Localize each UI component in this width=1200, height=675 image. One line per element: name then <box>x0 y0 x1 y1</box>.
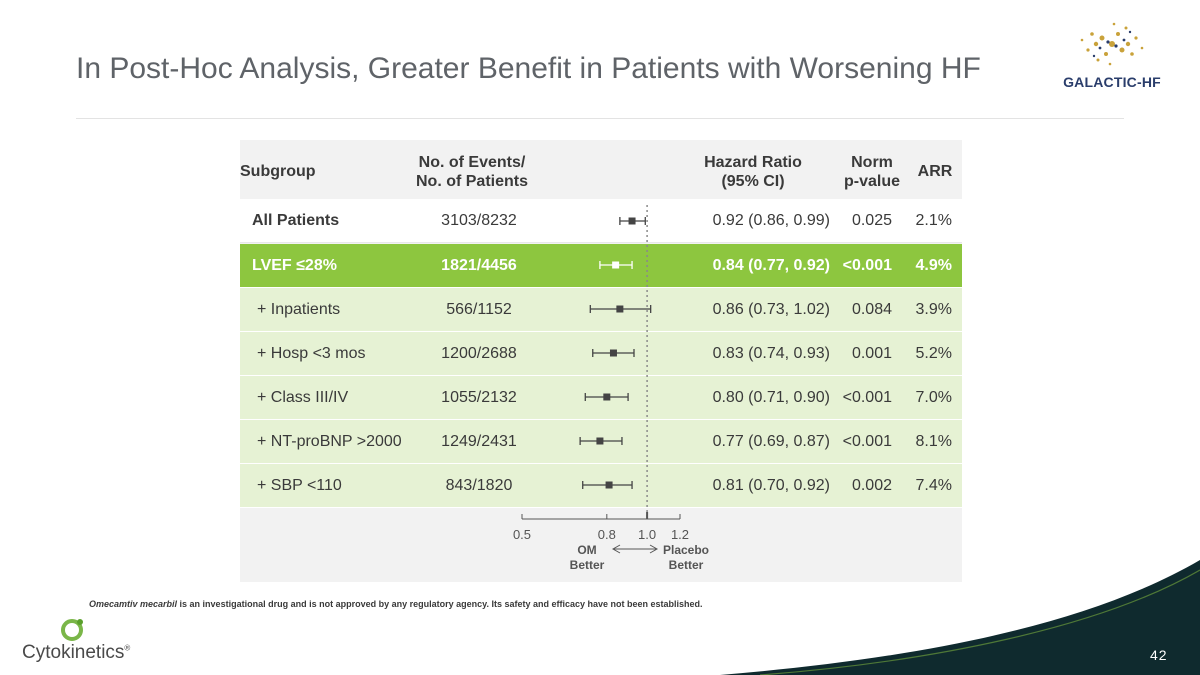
cytokinetics-wordmark: Cytokinetics® <box>22 642 130 664</box>
table-row: + Class III/IV 1055/2132 0.80 (0.71, 0.9… <box>240 376 962 420</box>
header-events: No. of Events/ No. of Patients <box>400 153 544 191</box>
row-subgroup: All Patients <box>252 212 340 229</box>
footnote-drug: Omecamtiv mecarbil <box>89 599 178 609</box>
table-row-highlight: LVEF ≤28% 1821/4456 0.84 (0.77, 0.92) <0… <box>240 244 962 288</box>
row-subgroup: LVEF ≤28% <box>252 257 337 274</box>
row-subgroup: + SBP <110 <box>257 477 342 494</box>
footnote: Omecamtiv mecarbil is an investigational… <box>89 599 703 609</box>
table-row: + NT-proBNP >2000 1249/2431 0.77 (0.69, … <box>240 420 962 464</box>
row-events: 566/1152 <box>446 301 512 318</box>
header-subgroup: Subgroup <box>240 163 316 180</box>
row-arr: 5.2% <box>915 345 952 362</box>
table-row: + SBP <110 843/1820 0.81 (0.70, 0.92) 0.… <box>240 464 962 508</box>
header-events-line2: No. of Patients <box>415 173 528 190</box>
header-p-value: Norm p-value <box>838 153 906 191</box>
row-p-value: 0.025 <box>851 212 892 229</box>
table-row: + Hosp <3 mos 1200/2688 0.83 (0.74, 0.93… <box>240 332 962 376</box>
row-hazard-ratio: 0.80 (0.71, 0.90) <box>712 389 830 406</box>
page-title: In Post-Hoc Analysis, Greater Benefit in… <box>76 52 981 85</box>
row-arr: 4.9% <box>915 257 952 274</box>
row-arr: 8.1% <box>915 433 952 450</box>
row-subgroup: + Class III/IV <box>257 389 349 406</box>
row-p-value: 0.002 <box>851 477 892 494</box>
row-hazard-ratio: 0.83 (0.74, 0.93) <box>712 345 830 362</box>
header-p-line2: p-value <box>843 173 900 190</box>
row-hazard-ratio: 0.77 (0.69, 0.87) <box>712 433 830 450</box>
row-p-value: <0.001 <box>842 433 892 450</box>
footnote-text: is an investigational drug and is not ap… <box>177 599 703 609</box>
row-hazard-ratio: 0.86 (0.73, 1.02) <box>712 301 830 318</box>
row-hazard-ratio: 0.92 (0.86, 0.99) <box>712 212 830 229</box>
row-arr: 3.9% <box>915 301 952 318</box>
row-events: 843/1820 <box>445 477 513 494</box>
row-p-value: <0.001 <box>842 389 892 406</box>
header-arr: ARR <box>917 163 953 180</box>
row-p-value: 0.084 <box>851 301 892 318</box>
row-p-value: 0.001 <box>851 345 892 362</box>
galactic-hf-wordmark: GALACTIC-HF <box>1063 74 1161 90</box>
company-registered-mark: ® <box>124 643 131 653</box>
title-divider <box>76 118 1124 119</box>
cytokinetics-mark-icon <box>61 619 83 641</box>
row-events: 1055/2132 <box>441 389 517 406</box>
page-number: 42 <box>1150 647 1168 663</box>
row-hazard-ratio: 0.84 (0.77, 0.92) <box>712 257 830 274</box>
table-row: All Patients 3103/8232 0.92 (0.86, 0.99)… <box>240 199 962 243</box>
row-arr: 7.0% <box>915 389 952 406</box>
row-events: 3103/8232 <box>441 212 517 229</box>
company-name: Cytokinetics <box>22 642 125 663</box>
header-hazard-ratio: Hazard Ratio (95% CI) <box>690 153 816 191</box>
header-p-line1: Norm <box>851 154 893 171</box>
row-p-value: <0.001 <box>842 257 892 274</box>
row-subgroup: + Inpatients <box>257 301 341 318</box>
header-hr-line1: Hazard Ratio <box>704 154 802 171</box>
row-subgroup: + NT-proBNP >2000 <box>257 433 402 450</box>
table-row: + Inpatients 566/1152 0.86 (0.73, 1.02) … <box>240 288 962 332</box>
row-arr: 7.4% <box>915 477 952 494</box>
galactic-hf-logo: GALACTIC-HF <box>1052 14 1172 94</box>
row-events: 1200/2688 <box>441 345 517 362</box>
row-arr: 2.1% <box>915 212 952 229</box>
row-events: 1821/4456 <box>441 257 517 274</box>
galaxy-spiral-icon <box>1080 22 1144 66</box>
header-hr-line2: (95% CI) <box>721 173 785 190</box>
row-events: 1249/2431 <box>441 433 517 450</box>
row-hazard-ratio: 0.81 (0.70, 0.92) <box>712 477 830 494</box>
row-subgroup: + Hosp <3 mos <box>257 345 366 362</box>
header-events-line1: No. of Events/ <box>418 154 526 171</box>
